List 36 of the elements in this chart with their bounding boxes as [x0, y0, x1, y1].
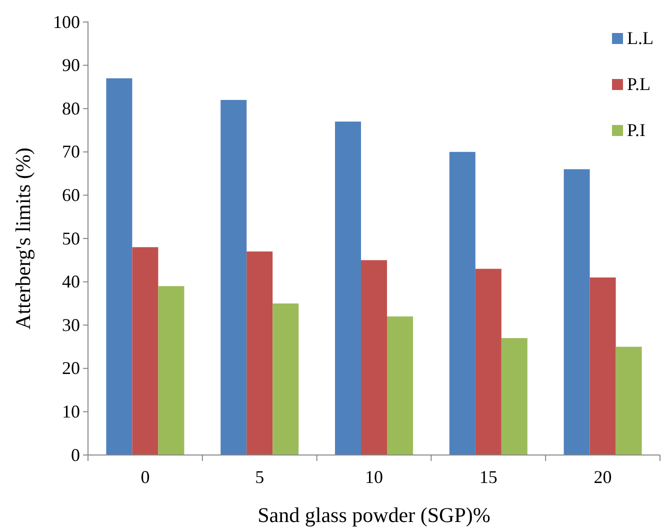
bar — [106, 78, 132, 455]
bar — [564, 169, 590, 455]
bar — [475, 268, 502, 455]
y-tick-label: 90 — [62, 55, 80, 76]
bar — [590, 277, 616, 455]
y-tick-label: 60 — [62, 184, 80, 205]
x-tick-label: 20 — [594, 467, 612, 487]
x-tick-label: 5 — [255, 467, 264, 487]
y-tick-label: 40 — [62, 272, 80, 292]
legend-label: P.I — [627, 120, 646, 140]
bar — [387, 316, 413, 455]
bar — [246, 251, 273, 455]
bar — [361, 260, 387, 455]
bar — [335, 122, 361, 455]
legend-label: L.L — [627, 28, 654, 48]
y-tick-label: 80 — [62, 98, 80, 118]
y-tick-label: 0 — [71, 444, 80, 465]
bar — [132, 247, 158, 455]
x-tick-label: 0 — [140, 467, 150, 487]
legend-label: P.L — [627, 74, 651, 94]
y-tick-label: 50 — [62, 228, 80, 248]
x-tick-label: 15 — [479, 467, 498, 487]
y-axis-title: Atterberg's limits (%) — [11, 148, 35, 330]
y-tick-label: 70 — [62, 142, 80, 162]
bar — [501, 338, 528, 455]
x-tick-label: 10 — [365, 467, 383, 487]
x-axis-title: Sand glass powder (SGP)% — [258, 503, 490, 527]
bar — [449, 152, 476, 455]
bar — [616, 346, 642, 455]
bar — [158, 286, 184, 455]
bar — [220, 100, 247, 455]
y-tick-label: 30 — [62, 314, 80, 335]
y-tick-label: 10 — [62, 401, 80, 422]
y-tick-label: 100 — [53, 12, 80, 32]
bar — [272, 303, 299, 455]
y-tick-label: 20 — [62, 358, 80, 378]
